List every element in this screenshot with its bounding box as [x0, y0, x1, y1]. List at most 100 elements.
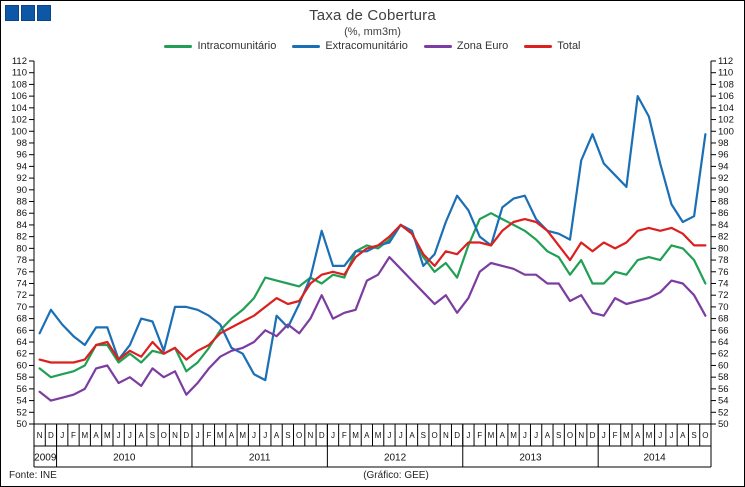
y-tick-label-left: 56: [16, 384, 27, 395]
y-tick-label-right: 70: [718, 302, 729, 313]
logo-square: [5, 5, 19, 21]
y-tick-label-right: 52: [718, 407, 729, 418]
legend-item-zona-euro: Zona Euro: [423, 40, 508, 52]
y-tick-label-right: 58: [718, 372, 729, 383]
logo-squares: [5, 5, 51, 21]
y-tick-label-left: 82: [16, 232, 27, 243]
month-label: A: [500, 431, 506, 440]
y-tick-label-left: 54: [16, 396, 27, 407]
legend-swatch-total: [524, 44, 553, 48]
month-label: M: [375, 431, 382, 440]
month-label: J: [331, 431, 335, 440]
month-label: O: [296, 431, 302, 440]
logo-square: [21, 5, 35, 21]
y-tick-label-right: 110: [718, 68, 733, 79]
month-label: J: [466, 431, 470, 440]
year-label: 2009: [34, 453, 57, 464]
month-label: M: [488, 431, 495, 440]
month-label: J: [128, 431, 132, 440]
legend-item-total: Total: [524, 40, 581, 52]
y-tick-label-left: 104: [11, 103, 27, 114]
month-label: A: [409, 431, 415, 440]
month-label: N: [443, 431, 449, 440]
y-tick-label-left: 92: [16, 173, 27, 184]
month-label: J: [534, 431, 538, 440]
month-label: J: [399, 431, 403, 440]
y-tick-label-right: 62: [718, 349, 729, 360]
y-tick-label-left: 76: [16, 267, 27, 278]
month-label: A: [274, 431, 280, 440]
y-tick-label-left: 74: [16, 278, 27, 289]
month-label: A: [229, 431, 235, 440]
y-tick-label-left: 72: [16, 290, 27, 301]
month-label: J: [263, 431, 267, 440]
y-tick-label-left: 88: [16, 197, 27, 208]
chart-legend: Intracomunitário Extracomunitário Zona Eur…: [1, 40, 744, 52]
y-tick-label-right: 66: [718, 325, 729, 336]
y-tick-label-right: 90: [718, 185, 729, 196]
source-note: Fonte: INE: [9, 470, 57, 481]
month-label: J: [670, 431, 674, 440]
y-tick-label-left: 106: [11, 91, 27, 102]
month-label: S: [421, 431, 426, 440]
month-label: M: [104, 431, 111, 440]
month-label: J: [523, 431, 527, 440]
legend-label-extracomunitario: Extracomunitário: [325, 40, 408, 52]
year-label: 2013: [519, 453, 542, 464]
y-tick-label-right: 82: [718, 232, 729, 243]
y-tick-label-left: 68: [16, 314, 27, 325]
y-tick-label-right: 104: [718, 103, 734, 114]
legend-swatch-extracomunitario: [292, 44, 321, 48]
month-label: J: [602, 431, 606, 440]
month-label: A: [139, 431, 145, 440]
legend-swatch-zona-euro: [423, 44, 452, 48]
month-label: F: [206, 431, 211, 440]
y-tick-label-left: 98: [16, 138, 27, 149]
year-label: 2011: [249, 453, 271, 464]
chart-subtitle: (%, mm3m): [344, 26, 401, 38]
y-tick-label-right: 98: [718, 138, 729, 149]
month-label: N: [37, 431, 43, 440]
y-tick-label-right: 50: [718, 419, 729, 430]
logo-square: [37, 5, 51, 21]
y-tick-label-right: 92: [718, 173, 729, 184]
year-label: 2012: [384, 453, 407, 464]
month-label: M: [239, 431, 246, 440]
month-label: J: [117, 431, 121, 440]
y-tick-label-right: 80: [718, 243, 729, 254]
month-label: S: [150, 431, 155, 440]
month-label: A: [93, 431, 99, 440]
y-tick-label-left: 96: [16, 150, 27, 161]
y-tick-label-right: 76: [718, 267, 729, 278]
month-label: M: [217, 431, 224, 440]
y-tick-label-right: 74: [718, 278, 729, 289]
y-tick-label-right: 84: [718, 220, 729, 231]
y-tick-label-right: 68: [718, 314, 729, 325]
month-label: O: [702, 431, 708, 440]
y-tick-label-right: 60: [718, 360, 729, 371]
month-label: M: [510, 431, 517, 440]
month-label: O: [161, 431, 167, 440]
month-label: M: [646, 431, 653, 440]
y-tick-label-right: 72: [718, 290, 729, 301]
legend-swatch-intracomunitario: [164, 44, 193, 48]
month-label: A: [545, 431, 551, 440]
y-tick-label-left: 70: [16, 302, 27, 313]
month-label: J: [658, 431, 662, 440]
series-line-total: [38, 218, 707, 364]
month-label: M: [81, 431, 88, 440]
month-label: N: [578, 431, 584, 440]
month-label: F: [613, 431, 618, 440]
credit-note: (Gráfico: GEE): [363, 470, 429, 481]
y-tick-label-right: 100: [718, 126, 734, 137]
year-label: 2014: [643, 453, 666, 464]
y-tick-label-right: 64: [718, 337, 729, 348]
y-tick-label-left: 112: [12, 56, 27, 67]
year-label: 2010: [113, 453, 136, 464]
month-label: J: [387, 431, 391, 440]
legend-item-intracomunitario: Intracomunitário: [164, 40, 276, 52]
y-tick-label-left: 62: [16, 349, 27, 360]
y-tick-label-left: 102: [11, 115, 27, 126]
month-label: A: [680, 431, 686, 440]
y-tick-label-left: 66: [16, 325, 27, 336]
